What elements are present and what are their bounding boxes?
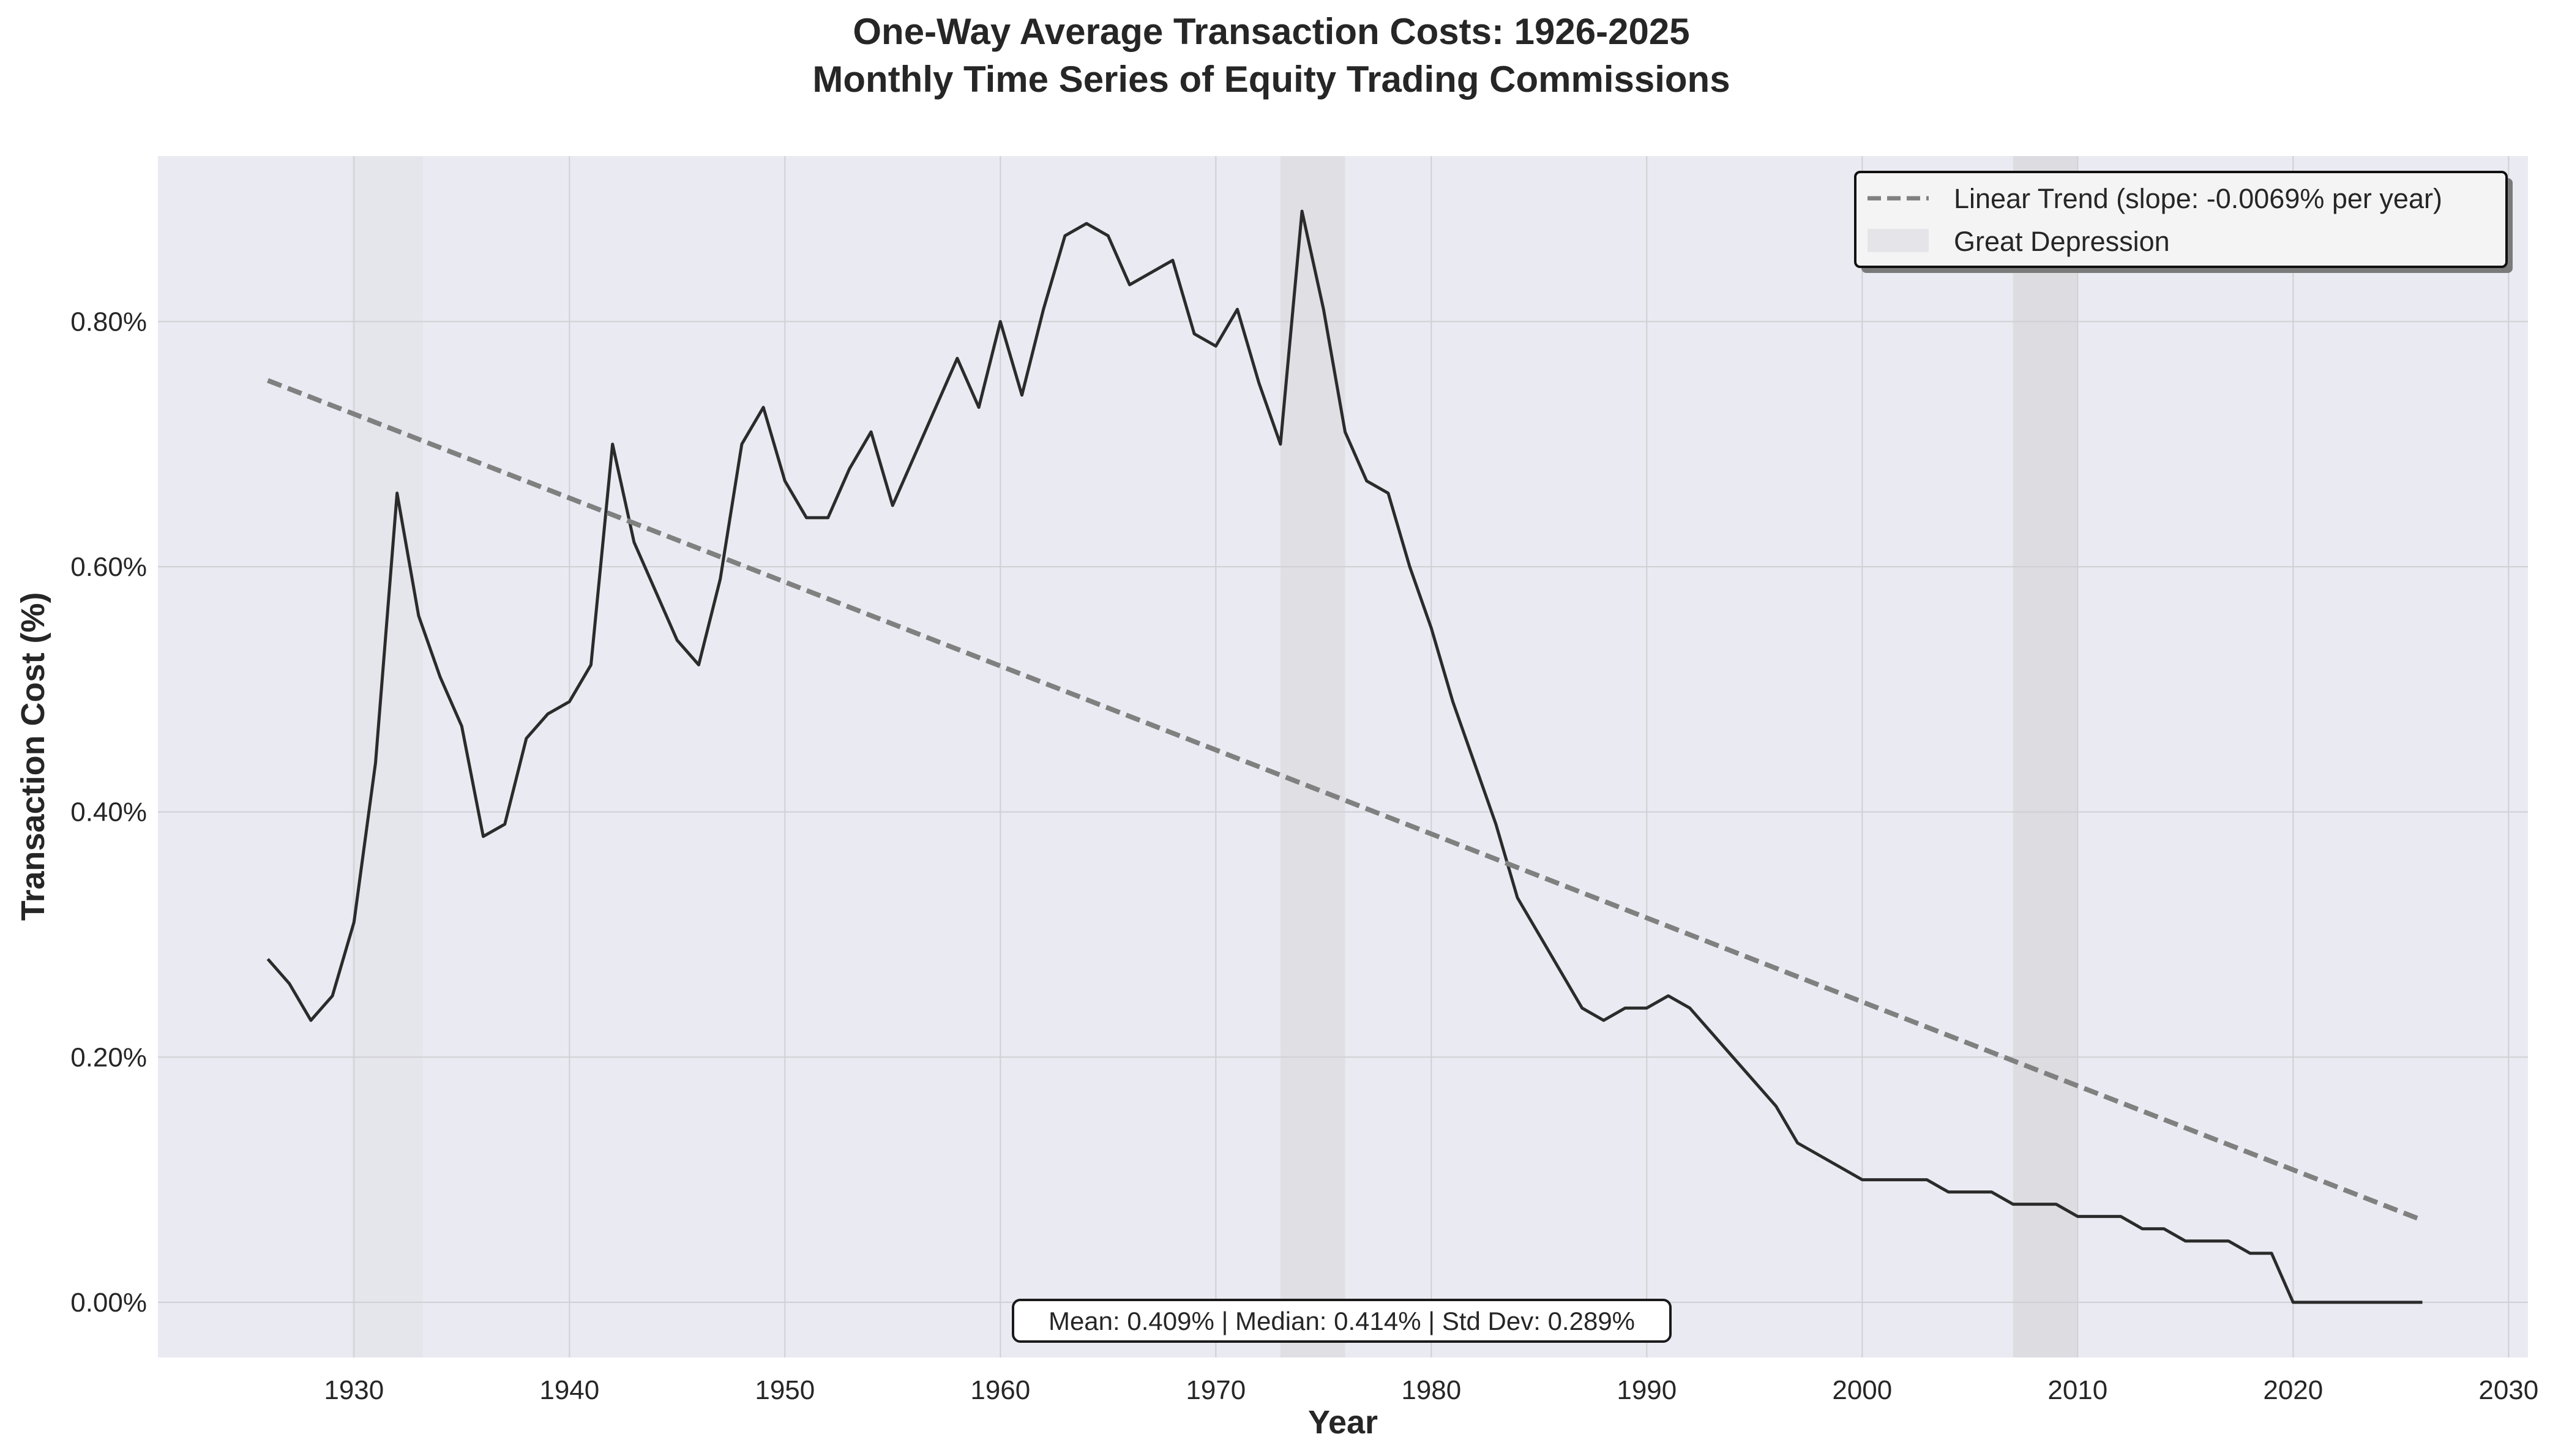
x-tick-label-1950: 1950: [755, 1375, 815, 1405]
shaded-period-2: [1280, 156, 1345, 1357]
x-tick-label-1970: 1970: [1186, 1375, 1246, 1405]
x-tick-label-1940: 1940: [539, 1375, 599, 1405]
shaded-periods: [351, 156, 2078, 1357]
series-layer: [266, 209, 2423, 1304]
stats-box: [1012, 1299, 1672, 1343]
stats-text: Mean: 0.409% | Median: 0.414% | Std Dev:…: [1049, 1307, 1635, 1335]
x-axis-label: Year: [1308, 1404, 1378, 1441]
x-tick-labels: 1930 1940 1950 1960 1970 1980 1990 2000 2010 2020…: [324, 1375, 2538, 1405]
legend-shade-label: Great Depression: [1954, 226, 2170, 257]
x-tick-label-1960: 1960: [970, 1375, 1030, 1405]
y-axis-label: Transaction Cost (%): [15, 592, 51, 920]
y-tick-label-2: 0.40%: [70, 797, 147, 827]
y-tick-label-1: 0.20%: [70, 1042, 147, 1072]
x-tick-label-2000: 2000: [1832, 1375, 1892, 1405]
shaded-period-3: [2013, 156, 2078, 1357]
legend: Linear Trend (slope: -0.0069% per year) …: [1854, 171, 2513, 273]
x-tick-label-2020: 2020: [2263, 1375, 2323, 1405]
chart-title-line1: One-Way Average Transaction Costs: 1926-…: [853, 11, 1689, 52]
legend-trend-label: Linear Trend (slope: -0.0069% per year): [1954, 183, 2442, 214]
x-tick-label-1990: 1990: [1617, 1375, 1677, 1405]
grid-lines: [158, 156, 2528, 1357]
shaded-period-1: [351, 156, 423, 1357]
transaction-cost-line: [266, 209, 2423, 1304]
y-tick-label-4: 0.80%: [70, 307, 147, 337]
x-tick-label-1930: 1930: [324, 1375, 384, 1405]
x-tick-label-2030: 2030: [2478, 1375, 2538, 1405]
y-tick-label-0: 0.00%: [70, 1288, 147, 1318]
legend-shade-swatch: [1868, 229, 1929, 252]
x-tick-label-1980: 1980: [1401, 1375, 1461, 1405]
legend-frame: [1854, 171, 2508, 268]
y-tick-labels: 0.00% 0.20% 0.40% 0.60% 0.80%: [70, 307, 147, 1317]
y-tick-label-3: 0.60%: [70, 552, 147, 582]
x-tick-label-2010: 2010: [2047, 1375, 2107, 1405]
chart-title-line2: Monthly Time Series of Equity Trading Co…: [812, 59, 1730, 100]
stats-annotation: Mean: 0.409% | Median: 0.414% | Std Dev:…: [1012, 1299, 1672, 1343]
